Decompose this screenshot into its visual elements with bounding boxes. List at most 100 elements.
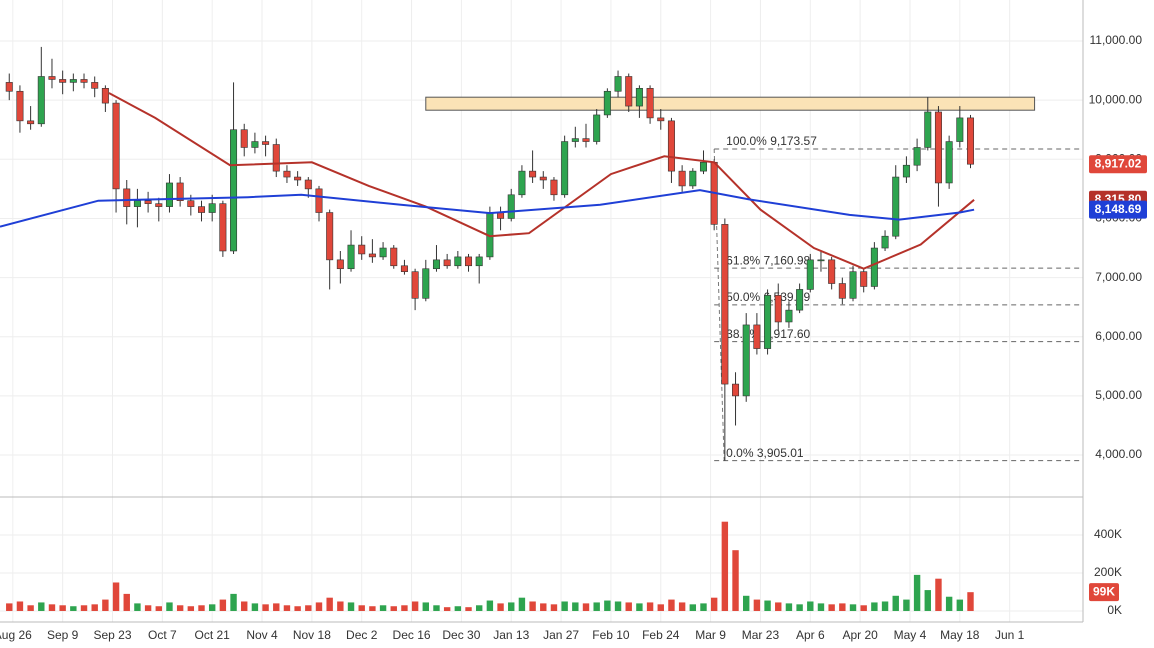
volume-bar — [582, 603, 590, 611]
candle-body — [368, 253, 376, 258]
x-tick-label: Feb 24 — [642, 628, 680, 642]
candle-body — [379, 247, 387, 258]
x-tick-label: Feb 10 — [592, 628, 630, 642]
x-tick-label: Dec 2 — [346, 628, 378, 642]
volume-bar — [518, 597, 526, 611]
volume-bar — [198, 605, 205, 611]
candle-body — [133, 200, 141, 207]
volume-bar — [743, 595, 750, 611]
x-tick-label: Apr 6 — [796, 628, 825, 642]
candle-body — [155, 203, 163, 207]
candle-body — [48, 76, 56, 80]
volume-bar — [38, 602, 45, 611]
candle-body — [165, 182, 173, 207]
candle-body — [176, 182, 184, 202]
candle-body — [69, 79, 77, 83]
volume-bar — [860, 605, 867, 611]
candle-body — [123, 188, 131, 207]
volume-bar — [881, 601, 889, 611]
candle-body — [144, 200, 152, 204]
volume-bar — [497, 603, 504, 611]
candle-body — [582, 138, 590, 142]
volume-bar — [796, 604, 803, 611]
candle-body — [913, 147, 921, 166]
candle-body — [390, 247, 398, 267]
candle-body — [539, 176, 547, 181]
volume-bar — [411, 601, 419, 611]
x-tick-label: Nov 18 — [293, 628, 331, 642]
volume-bar — [390, 606, 397, 611]
volume-bar — [689, 604, 697, 611]
candle-body — [315, 188, 323, 213]
candle-body — [283, 170, 291, 178]
candle-body — [966, 117, 975, 165]
x-tick-label: Jan 27 — [543, 628, 579, 642]
volume-bar — [443, 607, 451, 611]
candle-body — [860, 271, 868, 287]
y-tick-label: 7,000.00 — [1095, 270, 1142, 284]
candle-body — [411, 271, 419, 299]
candle-body — [230, 129, 238, 252]
candle-body — [785, 309, 793, 323]
candle-body — [198, 206, 206, 213]
candle-body — [422, 268, 430, 299]
volume-bar — [337, 601, 344, 611]
volume-bar — [294, 606, 301, 611]
volume-bar — [219, 599, 227, 611]
candle-body — [262, 141, 270, 145]
candle-body — [507, 194, 515, 219]
volume-label-box — [1089, 583, 1119, 602]
candle-body — [187, 200, 195, 207]
volume-bar — [251, 603, 259, 611]
volume-bar — [646, 602, 654, 611]
volume-bar — [668, 599, 675, 611]
volume-bar — [785, 603, 793, 611]
volume-bar — [155, 606, 162, 611]
candle-body — [454, 256, 462, 267]
candle-body — [667, 120, 675, 172]
volume-bar — [454, 606, 462, 611]
candle-body — [27, 120, 35, 125]
candle-body — [59, 79, 67, 83]
y-tick-label: 200K — [1094, 565, 1122, 579]
candle-body — [892, 176, 900, 237]
candle-body — [294, 176, 302, 181]
volume-bar — [59, 605, 66, 611]
candle-body — [571, 138, 579, 142]
candle-body — [529, 170, 537, 178]
volume-bar — [112, 582, 120, 611]
fib-label: 0.0% 3,905.01 — [726, 446, 804, 460]
candle-body — [614, 76, 622, 92]
volume-bar — [144, 605, 152, 611]
volume-bar — [604, 600, 611, 611]
candle-body — [208, 203, 216, 213]
volume-bar — [475, 605, 483, 611]
candle-body — [764, 295, 772, 349]
candle-body — [358, 244, 366, 255]
x-tick-label: Oct 21 — [195, 628, 231, 642]
x-tick-label: Aug 26 — [0, 628, 32, 642]
y-tick-label: 400K — [1094, 527, 1122, 541]
volume-bar — [508, 602, 515, 611]
volume-bar — [422, 602, 429, 611]
x-tick-label: Dec 16 — [393, 628, 431, 642]
candle-body — [304, 179, 312, 190]
price-label-box — [1089, 200, 1147, 219]
x-tick-label: Mar 9 — [695, 628, 726, 642]
candle-body — [635, 88, 643, 107]
candle-body — [924, 111, 932, 148]
volume-bar — [924, 590, 931, 611]
volume-bar — [208, 604, 216, 611]
x-tick-label: Dec 30 — [442, 628, 480, 642]
volume-bar — [721, 521, 729, 611]
x-tick-label: Oct 7 — [148, 628, 177, 642]
volume-bar — [262, 604, 269, 611]
volume-bar — [967, 592, 974, 611]
volume-bar — [839, 603, 846, 611]
volume-bar — [369, 606, 376, 611]
candle-body — [742, 324, 750, 397]
volume-bar — [550, 604, 558, 611]
candle-body — [400, 265, 408, 272]
